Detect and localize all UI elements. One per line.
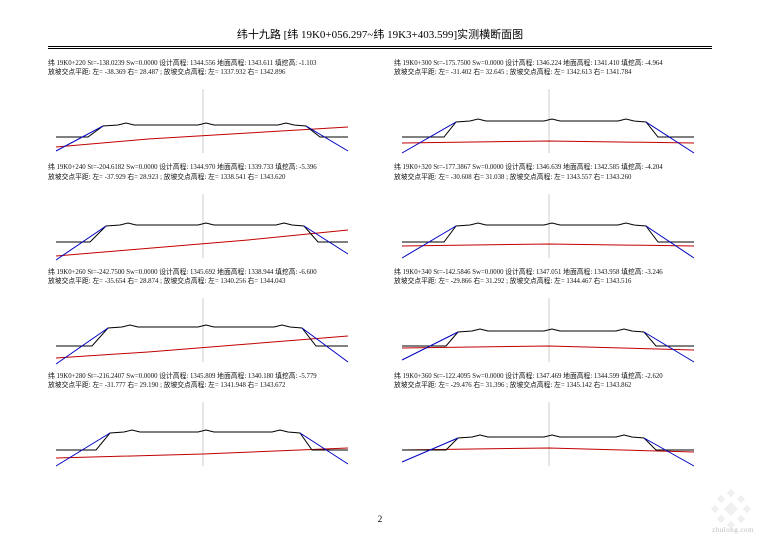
- section-meta-line2: 放坡交点平距: 左= -30.608 右= 31.038 ; 放坡交点高程: 左…: [394, 173, 712, 182]
- section-cell: 纬 19K0+240 St=-204.6182 Sw=0.0000 设计高程: …: [48, 163, 366, 261]
- section-meta-line2: 放坡交点平距: 左= -29.866 右= 31.292 ; 放坡交点高程: 左…: [394, 277, 712, 286]
- cross-section-plot: [48, 392, 358, 470]
- section-cell: 纬 19K0+360 St=-122.4095 Sw=0.0000 设计高程: …: [394, 372, 712, 470]
- page-title: 纬十九路 [纬 19K0+056.297~纬 19K3+403.599]实测横断…: [48, 0, 712, 47]
- watermark-text: zhulong.com: [712, 526, 754, 534]
- section-cell: 纬 19K0+220 St=-138.0239 Sw=0.0000 设计高程: …: [48, 59, 366, 157]
- section-cell: 纬 19K0+300 St=-175.7500 Sw=0.0000 设计高程: …: [394, 59, 712, 157]
- section-grid: 纬 19K0+220 St=-138.0239 Sw=0.0000 设计高程: …: [48, 59, 712, 470]
- section-meta-line1: 纬 19K0+220 St=-138.0239 Sw=0.0000 设计高程: …: [48, 59, 366, 68]
- section-meta-line2: 放坡交点平距: 左= -31.402 右= 32.645 ; 放坡交点高程: 左…: [394, 68, 712, 77]
- cross-section-plot: [394, 392, 704, 470]
- cross-section-plot: [394, 184, 704, 262]
- section-meta-line1: 纬 19K0+240 St=-204.6182 Sw=0.0000 设计高程: …: [48, 163, 366, 172]
- section-meta: 纬 19K0+360 St=-122.4095 Sw=0.0000 设计高程: …: [394, 372, 712, 390]
- section-meta-line2: 放坡交点平距: 左= -29.476 右= 31.396 ; 放坡交点高程: 左…: [394, 381, 712, 390]
- section-meta-line1: 纬 19K0+360 St=-122.4095 Sw=0.0000 设计高程: …: [394, 372, 712, 381]
- section-meta-line1: 纬 19K0+300 St=-175.7500 Sw=0.0000 设计高程: …: [394, 59, 712, 68]
- section-meta-line1: 纬 19K0+320 St=-177.3867 Sw=0.0000 设计高程: …: [394, 163, 712, 172]
- section-meta-line1: 纬 19K0+260 St=-242.7500 Sw=0.0000 设计高程: …: [48, 268, 366, 277]
- section-meta-line2: 放坡交点平距: 左= -35.654 右= 28.874 ; 放坡交点高程: 左…: [48, 277, 366, 286]
- section-meta-line2: 放坡交点平距: 左= -38.369 右= 28.487 ; 放坡交点高程: 左…: [48, 68, 366, 77]
- cross-section-plot: [48, 184, 358, 262]
- section-cell: 纬 19K0+280 St=-216.2407 Sw=0.0000 设计高程: …: [48, 372, 366, 470]
- section-meta-line1: 纬 19K0+280 St=-216.2407 Sw=0.0000 设计高程: …: [48, 372, 366, 381]
- section-meta: 纬 19K0+260 St=-242.7500 Sw=0.0000 设计高程: …: [48, 268, 366, 286]
- cross-section-plot: [394, 79, 704, 157]
- section-meta: 纬 19K0+280 St=-216.2407 Sw=0.0000 设计高程: …: [48, 372, 366, 390]
- section-meta: 纬 19K0+240 St=-204.6182 Sw=0.0000 设计高程: …: [48, 163, 366, 181]
- section-meta: 纬 19K0+220 St=-138.0239 Sw=0.0000 设计高程: …: [48, 59, 366, 77]
- section-cell: 纬 19K0+320 St=-177.3867 Sw=0.0000 设计高程: …: [394, 163, 712, 261]
- section-meta-line2: 放坡交点平距: 左= -37.929 右= 28.923 ; 放坡交点高程: 左…: [48, 173, 366, 182]
- section-meta: 纬 19K0+320 St=-177.3867 Sw=0.0000 设计高程: …: [394, 163, 712, 181]
- content: 纬 19K0+220 St=-138.0239 Sw=0.0000 设计高程: …: [0, 49, 760, 470]
- page-number: 2: [0, 514, 760, 524]
- section-meta: 纬 19K0+300 St=-175.7500 Sw=0.0000 设计高程: …: [394, 59, 712, 77]
- section-meta-line2: 放坡交点平距: 左= -31.777 右= 29.190 ; 放坡交点高程: 左…: [48, 381, 366, 390]
- watermark: [710, 488, 752, 530]
- section-cell: 纬 19K0+260 St=-242.7500 Sw=0.0000 设计高程: …: [48, 268, 366, 366]
- section-cell: 纬 19K0+340 St=-142.5846 Sw=0.0000 设计高程: …: [394, 268, 712, 366]
- cross-section-plot: [48, 288, 358, 366]
- section-meta: 纬 19K0+340 St=-142.5846 Sw=0.0000 设计高程: …: [394, 268, 712, 286]
- section-meta-line1: 纬 19K0+340 St=-142.5846 Sw=0.0000 设计高程: …: [394, 268, 712, 277]
- cross-section-plot: [394, 288, 704, 366]
- cross-section-plot: [48, 79, 358, 157]
